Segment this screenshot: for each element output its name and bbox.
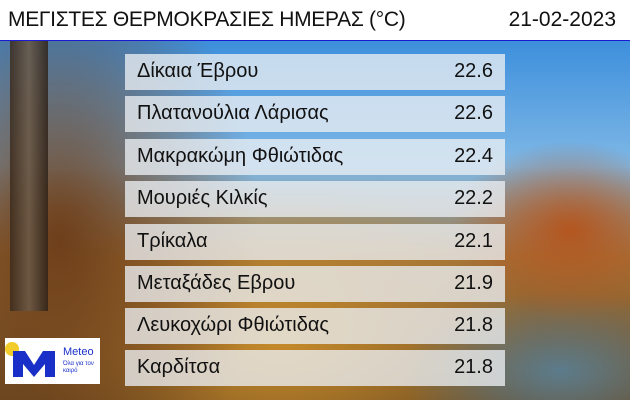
list-item: Λευκοχώρι Φθιώτιδας 21.8 bbox=[125, 308, 505, 344]
list-item: Μακρακώμη Φθιώτιδας 22.4 bbox=[125, 139, 505, 175]
station-name: Τρίκαλα bbox=[137, 230, 208, 252]
station-name: Πλατανούλια Λάρισας bbox=[137, 102, 329, 124]
station-name: Μακρακώμη Φθιώτιδας bbox=[137, 145, 344, 167]
max-temperature: 21.9 bbox=[454, 272, 493, 294]
max-temperature: 22.6 bbox=[454, 102, 493, 124]
max-temperature: 22.2 bbox=[454, 187, 493, 209]
date: 21-02-2023 bbox=[508, 8, 616, 31]
logo-tagline: Όλα για τον καιρό bbox=[63, 361, 94, 374]
header: ΜΕΓΙΣΤΕΣ ΘΕΡΜΟΚΡΑΣΙΕΣ ΗΜΕΡΑΣ (°C) 21-02-… bbox=[0, 0, 630, 41]
max-temperature: 22.1 bbox=[454, 230, 493, 252]
station-name: Λευκοχώρι Φθιώτιδας bbox=[137, 314, 330, 336]
station-name: Μουριές Κιλκίς bbox=[137, 187, 268, 209]
tree-trunk bbox=[10, 41, 48, 311]
station-name: Καρδίτσα bbox=[137, 356, 221, 378]
m-logo-icon bbox=[13, 351, 55, 377]
list-item: Τρίκαλα 22.1 bbox=[125, 224, 505, 260]
list-item: Δίκαια Έβρου 22.6 bbox=[125, 54, 505, 90]
max-temperature: 22.4 bbox=[454, 145, 493, 167]
max-temperature: 21.8 bbox=[454, 356, 493, 378]
list-item: Μουριές Κιλκίς 22.2 bbox=[125, 181, 505, 217]
meteo-logo: Meteo Όλα για τον καιρό bbox=[5, 338, 100, 384]
station-name: Δίκαια Έβρου bbox=[137, 60, 259, 82]
list-item: Καρδίτσα 21.8 bbox=[125, 350, 505, 386]
logo-brand: Meteo bbox=[63, 346, 94, 358]
page-title: ΜΕΓΙΣΤΕΣ ΘΕΡΜΟΚΡΑΣΙΕΣ ΗΜΕΡΑΣ (°C) bbox=[8, 8, 406, 31]
max-temperature: 22.6 bbox=[454, 60, 493, 82]
station-name: Μεταξάδες Εβρου bbox=[137, 272, 296, 294]
list-item: Πλατανούλια Λάρισας 22.6 bbox=[125, 96, 505, 132]
max-temperature: 21.8 bbox=[454, 314, 493, 336]
list-item: Μεταξάδες Εβρου 21.9 bbox=[125, 266, 505, 302]
